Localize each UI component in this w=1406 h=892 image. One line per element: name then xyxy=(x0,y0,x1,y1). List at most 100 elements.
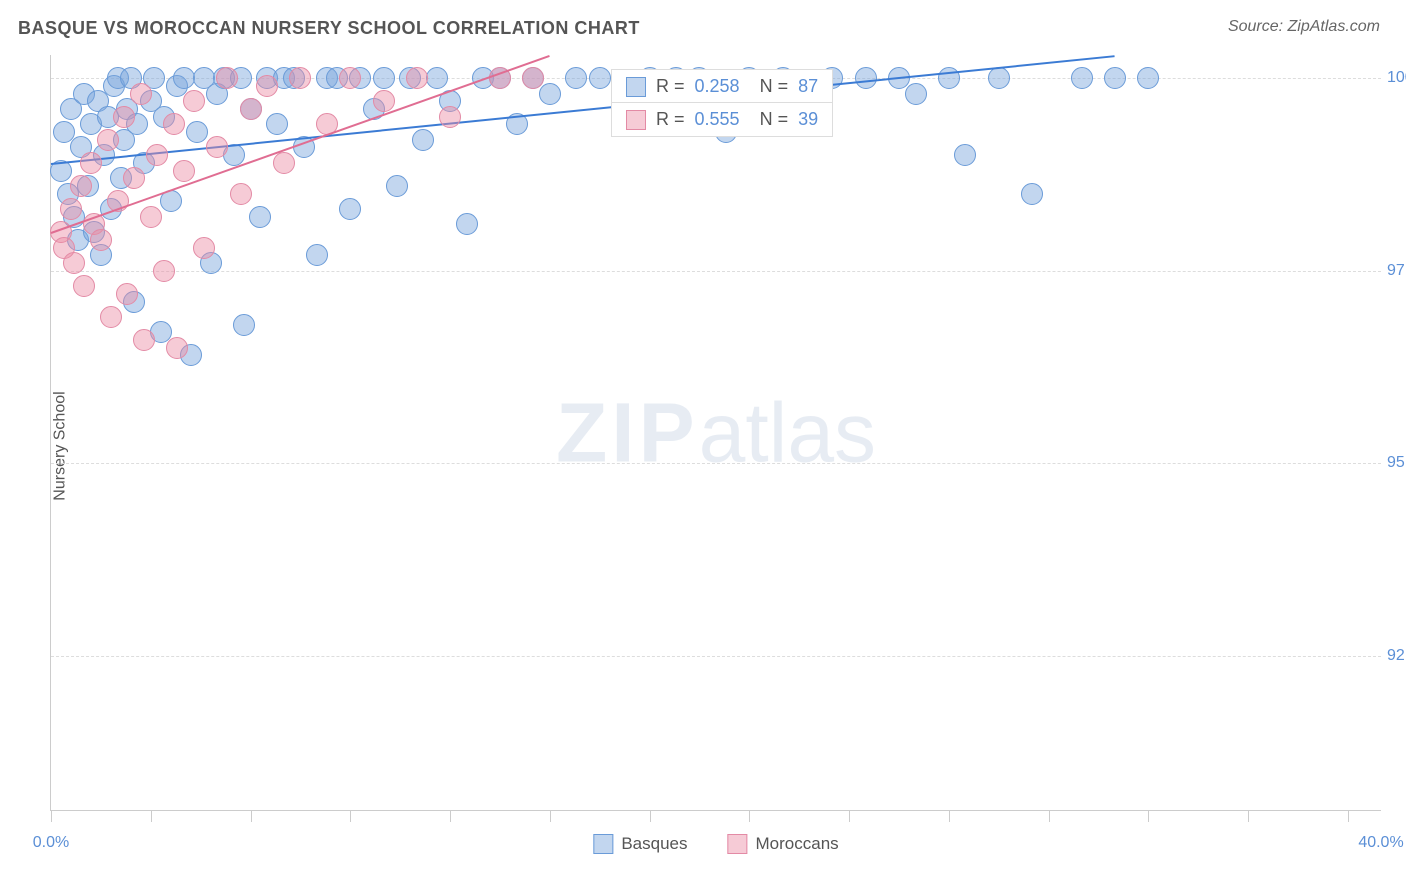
x-tick-label: 0.0% xyxy=(33,834,69,852)
legend-r-value: 0.555 xyxy=(695,109,740,130)
legend-r-label: R = xyxy=(656,76,685,97)
legend-item: Moroccans xyxy=(728,834,839,854)
data-point xyxy=(1071,67,1093,89)
data-point xyxy=(90,229,112,251)
data-point xyxy=(116,283,138,305)
legend-n-label: N = xyxy=(760,109,789,130)
data-point xyxy=(306,244,328,266)
data-point xyxy=(266,113,288,135)
x-tick xyxy=(450,810,451,822)
data-point xyxy=(988,67,1010,89)
x-tick xyxy=(151,810,152,822)
data-point xyxy=(954,144,976,166)
x-tick xyxy=(251,810,252,822)
x-tick xyxy=(1248,810,1249,822)
x-tick xyxy=(949,810,950,822)
data-point xyxy=(153,260,175,282)
chart-title: BASQUE VS MOROCCAN NURSERY SCHOOL CORREL… xyxy=(18,18,640,39)
x-tick xyxy=(849,810,850,822)
data-point xyxy=(905,83,927,105)
legend-series-name: Basques xyxy=(621,834,687,854)
data-point xyxy=(166,337,188,359)
data-point xyxy=(426,67,448,89)
data-point xyxy=(100,306,122,328)
data-point xyxy=(173,67,195,89)
legend-swatch xyxy=(626,77,646,97)
data-point xyxy=(80,152,102,174)
data-point xyxy=(249,206,271,228)
data-point xyxy=(256,75,278,97)
data-point xyxy=(230,183,252,205)
data-point xyxy=(140,206,162,228)
data-point xyxy=(97,129,119,151)
x-tick xyxy=(1049,810,1050,822)
x-tick-label: 40.0% xyxy=(1358,834,1403,852)
data-point xyxy=(339,198,361,220)
data-point xyxy=(206,136,228,158)
data-point xyxy=(60,198,82,220)
data-point xyxy=(233,314,255,336)
data-point xyxy=(373,67,395,89)
data-point xyxy=(73,275,95,297)
data-point xyxy=(133,329,155,351)
chart-source: Source: ZipAtlas.com xyxy=(1228,18,1380,36)
data-point xyxy=(565,67,587,89)
data-point xyxy=(130,83,152,105)
data-point xyxy=(386,175,408,197)
x-tick xyxy=(350,810,351,822)
data-point xyxy=(70,175,92,197)
legend-swatch xyxy=(728,834,748,854)
legend-n-value: 87 xyxy=(798,76,818,97)
data-point xyxy=(63,252,85,274)
data-point xyxy=(373,90,395,112)
data-point xyxy=(412,129,434,151)
legend-r-label: R = xyxy=(656,109,685,130)
correlation-legend: R = 0.258 N = 87 xyxy=(611,69,833,104)
data-point xyxy=(113,106,135,128)
chart-container: BASQUE VS MOROCCAN NURSERY SCHOOL CORREL… xyxy=(0,0,1406,892)
data-point xyxy=(289,67,311,89)
data-point xyxy=(240,98,262,120)
data-point xyxy=(163,113,185,135)
legend-r-value: 0.258 xyxy=(695,76,740,97)
y-tick-label: 92.5% xyxy=(1387,647,1406,665)
watermark: ZIPatlas xyxy=(556,384,876,481)
grid-line xyxy=(51,271,1381,272)
data-point xyxy=(273,152,295,174)
x-tick xyxy=(650,810,651,822)
data-point xyxy=(193,237,215,259)
legend-series-name: Moroccans xyxy=(756,834,839,854)
data-point xyxy=(186,121,208,143)
data-point xyxy=(1104,67,1126,89)
legend-n-value: 39 xyxy=(798,109,818,130)
x-tick xyxy=(1348,810,1349,822)
x-tick xyxy=(749,810,750,822)
data-point xyxy=(216,67,238,89)
grid-line xyxy=(51,463,1381,464)
legend-swatch xyxy=(626,110,646,130)
data-point xyxy=(1021,183,1043,205)
data-point xyxy=(589,67,611,89)
data-point xyxy=(183,90,205,112)
data-point xyxy=(146,144,168,166)
legend-item: Basques xyxy=(593,834,687,854)
y-tick-label: 100.0% xyxy=(1387,69,1406,87)
x-tick xyxy=(550,810,551,822)
series-legend: Basques Moroccans xyxy=(593,834,838,854)
y-tick-label: 97.5% xyxy=(1387,262,1406,280)
y-tick-label: 95.0% xyxy=(1387,454,1406,472)
data-point xyxy=(173,160,195,182)
x-tick xyxy=(1148,810,1149,822)
data-point xyxy=(406,67,428,89)
correlation-legend: R = 0.555 N = 39 xyxy=(611,102,833,137)
data-point xyxy=(1137,67,1159,89)
data-point xyxy=(855,67,877,89)
plot-area: ZIPatlas 92.5%95.0%97.5%100.0%0.0%40.0%R… xyxy=(50,55,1381,811)
data-point xyxy=(123,167,145,189)
data-point xyxy=(439,106,461,128)
legend-n-label: N = xyxy=(760,76,789,97)
data-point xyxy=(522,67,544,89)
legend-swatch xyxy=(593,834,613,854)
data-point xyxy=(539,83,561,105)
x-tick xyxy=(51,810,52,822)
